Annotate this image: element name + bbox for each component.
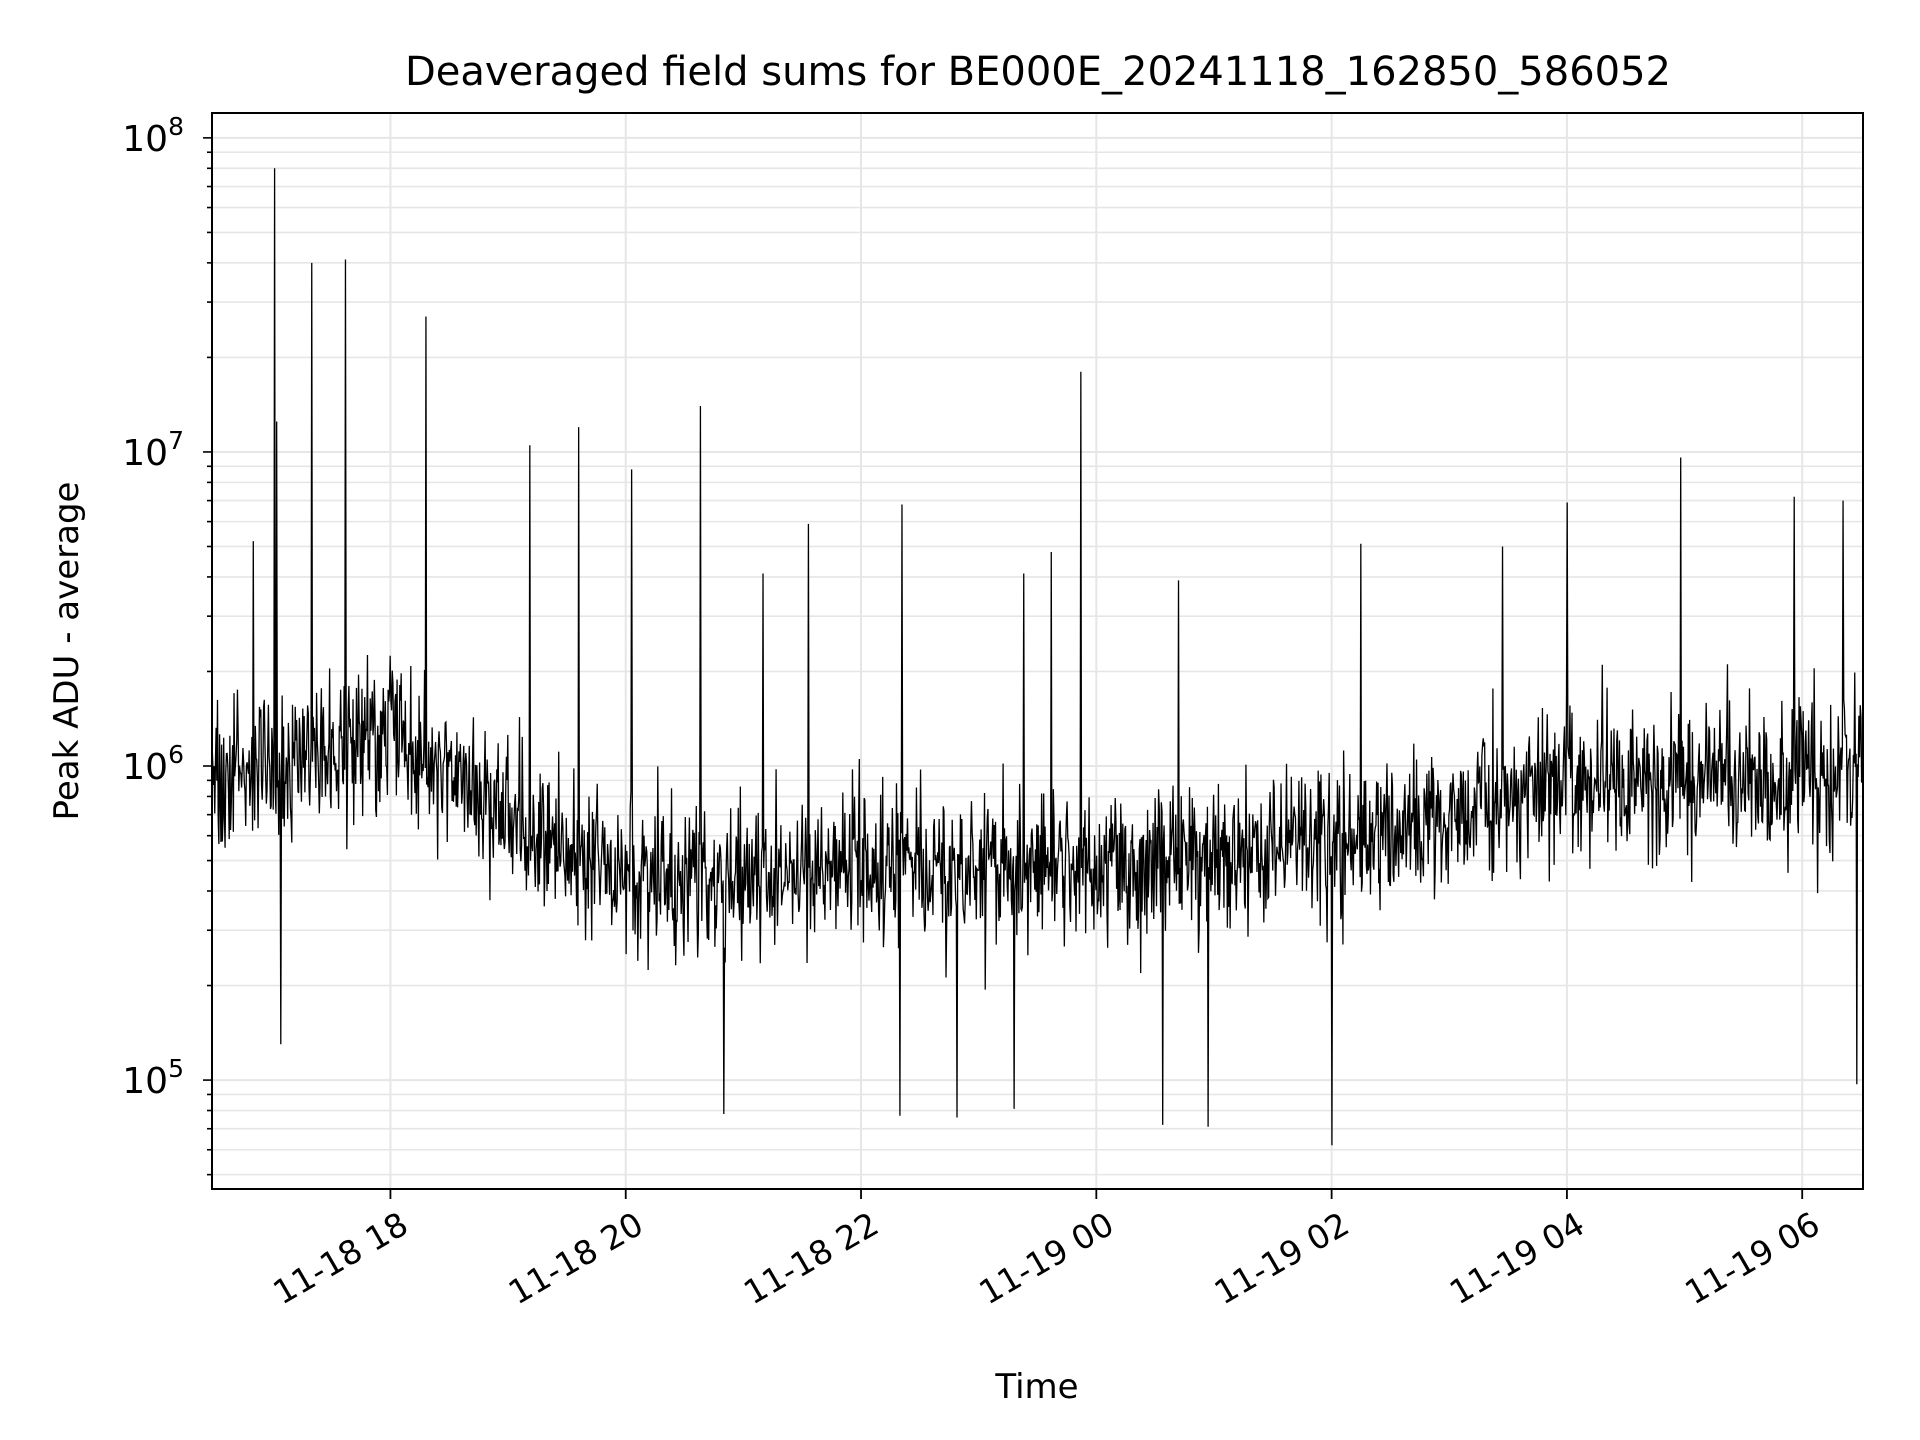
data-layer [211,168,1864,1146]
series-line [211,168,1864,1146]
x-tick-label: 11-19 02 [1208,1204,1356,1312]
y-tick-label: 105 [122,1054,184,1102]
x-tick-label: 11-19 00 [972,1204,1120,1312]
grid [212,113,1863,1189]
x-tick-label: 11-18 18 [266,1204,414,1312]
y-axis: 105 106 107 108 [122,112,212,1176]
y-axis-label: Peak ADU - average [47,482,87,821]
x-tick-label: 11-18 20 [502,1204,650,1312]
x-tick-label: 11-19 06 [1678,1204,1826,1312]
x-tick-label: 11-18 22 [737,1204,885,1312]
chart-title: Deaveraged field sums for BE000E_2024111… [405,49,1671,95]
y-tick-label: 106 [122,740,184,788]
x-tick-label: 11-19 04 [1443,1204,1591,1312]
plot-frame [211,112,1864,1190]
x-axis: 11-18 18 11-18 20 11-18 22 11-19 00 11-19 02… [266,1189,1826,1312]
x-axis-label: Time [994,1367,1078,1407]
y-tick-label: 107 [122,426,184,474]
y-tick-label: 108 [122,112,184,160]
